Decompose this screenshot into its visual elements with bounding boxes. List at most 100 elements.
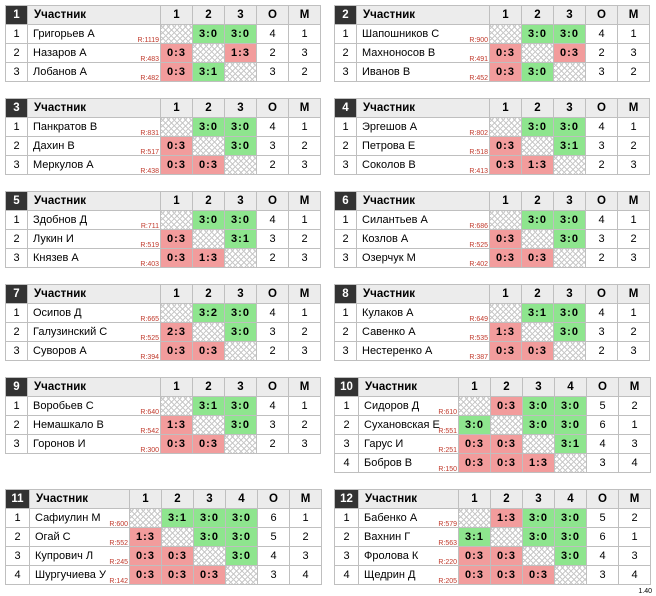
rating-label: R:600 (109, 521, 128, 528)
participant-cell[interactable]: Здобнов Д R:711 (27, 210, 161, 230)
row-number: 2 (5, 229, 28, 249)
participant-name: Лукин И (33, 233, 74, 245)
participant-cell[interactable]: Эргешов А R:802 (356, 117, 490, 137)
participant-row: 3 Соколов В R:413 0:3 1:3 2 3 (334, 155, 650, 175)
match-loss-cell: 0:3 (129, 565, 162, 585)
self-match-cell (160, 117, 193, 137)
place-cell: 1 (617, 303, 650, 323)
participant-cell[interactable]: Князев А R:403 (27, 248, 161, 268)
self-match-cell (224, 155, 257, 175)
participant-cell[interactable]: Петрова Е R:518 (356, 136, 490, 156)
participant-cell[interactable]: Осипов Д R:665 (27, 303, 161, 323)
participant-cell[interactable]: Назаров А R:483 (27, 43, 161, 63)
match-loss-cell: 1:3 (129, 527, 162, 547)
participant-cell[interactable]: Шургучиева У R:142 (29, 565, 130, 585)
participant-cell[interactable]: Купрович Л R:245 (29, 546, 130, 566)
participant-cell[interactable]: Озерчук М R:402 (356, 248, 490, 268)
participant-cell[interactable]: Сидоров Д R:610 (358, 396, 459, 416)
participant-name: Огай С (35, 531, 71, 543)
participant-cell[interactable]: Воробьев С R:640 (27, 396, 161, 416)
participant-cell[interactable]: Иванов В R:452 (356, 62, 490, 82)
row-number: 3 (334, 155, 357, 175)
rating-label: R:610 (438, 409, 457, 416)
match-win-cell: 3:2 (192, 303, 225, 323)
participant-name: Савенко А (362, 326, 416, 338)
match-win-cell: 3:0 (553, 117, 586, 137)
participant-cell[interactable]: Дахин В R:517 (27, 136, 161, 156)
column-header: 2 (161, 489, 194, 509)
match-win-cell: 3:0 (224, 24, 257, 44)
participant-row: 2 Козлов А R:525 0:3 3:0 3 2 (334, 229, 650, 249)
participant-cell[interactable]: Бабенко А R:579 (358, 508, 459, 528)
participant-row: 1 Сидоров Д R:610 0:3 3:0 3:0 5 2 (334, 396, 651, 416)
participant-row: 2 Савенко А R:535 1:3 3:0 3 2 (334, 322, 650, 342)
participant-row: 4 Бобров В R:150 0:3 0:3 1:3 3 4 (334, 453, 651, 473)
participant-cell[interactable]: Савенко А R:535 (356, 322, 490, 342)
participant-cell[interactable]: Галузинский С R:525 (27, 322, 161, 342)
rating-label: R:482 (140, 75, 159, 82)
place-cell: 3 (617, 248, 650, 268)
match-loss-cell: 0:3 (489, 62, 522, 82)
rating-label: R:403 (140, 261, 159, 268)
participant-row: 1 Эргешов А R:802 3:0 3:0 4 1 (334, 117, 650, 137)
participant-cell[interactable]: Горонов И R:300 (27, 434, 161, 454)
participant-cell[interactable]: Панкратов В R:831 (27, 117, 161, 137)
participant-cell[interactable]: Щедрин Д R:205 (358, 565, 459, 585)
participant-cell[interactable]: Нестеренко А R:387 (356, 341, 490, 361)
participant-cell[interactable]: Соколов В R:413 (356, 155, 490, 175)
participant-row: 3 Гарус И R:251 0:3 0:3 3:1 4 3 (334, 434, 651, 454)
participant-cell[interactable]: Махноносов В R:491 (356, 43, 490, 63)
points-cell: 6 (586, 527, 619, 547)
column-header: М (288, 284, 321, 304)
column-header: 3 (224, 377, 257, 397)
match-loss-cell: 0:3 (160, 62, 193, 82)
participant-cell[interactable]: Меркулов А R:438 (27, 155, 161, 175)
points-cell: 3 (585, 229, 618, 249)
participant-header: Участник (27, 191, 161, 211)
rating-label: R:438 (140, 168, 159, 175)
match-win-cell: 3:0 (193, 508, 226, 528)
group-table: 2 Участник 1 2 3 О М 1 Шапошников С R:900 3:0 3:0 4 1… (334, 5, 650, 82)
self-match-cell (160, 210, 193, 230)
self-match-cell (521, 322, 554, 342)
column-header: 1 (129, 489, 162, 509)
participant-cell[interactable]: Сафиулин М R:600 (29, 508, 130, 528)
rating-label: R:245 (109, 559, 128, 566)
participant-cell[interactable]: Фролова К R:220 (358, 546, 459, 566)
participant-name: Соколов В (362, 159, 416, 171)
participant-cell[interactable]: Сухановская Е R:551 (358, 415, 459, 435)
points-cell: 3 (256, 229, 289, 249)
place-cell: 4 (618, 565, 651, 585)
points-cell: 3 (585, 62, 618, 82)
match-win-cell: 3:0 (553, 322, 586, 342)
participant-cell[interactable]: Шапошников С R:900 (356, 24, 490, 44)
rating-label: R:518 (469, 149, 488, 156)
participant-row: 1 Осипов Д R:665 3:2 3:0 4 1 (5, 303, 321, 323)
participant-name: Лобанов А (33, 66, 87, 78)
participant-name: Воробьев С (33, 400, 94, 412)
participant-cell[interactable]: Козлов А R:525 (356, 229, 490, 249)
self-match-cell (553, 155, 586, 175)
match-win-cell: 3:0 (193, 527, 226, 547)
participant-cell[interactable]: Вахнин Г R:563 (358, 527, 459, 547)
participant-cell[interactable]: Лобанов А R:482 (27, 62, 161, 82)
column-header: 3 (553, 191, 586, 211)
match-win-cell: 3:0 (225, 527, 258, 547)
participant-cell[interactable]: Гарус И R:251 (358, 434, 459, 454)
participant-cell[interactable]: Григорьев А R:1119 (27, 24, 161, 44)
match-win-cell: 3:0 (192, 24, 225, 44)
participant-cell[interactable]: Огай С R:552 (29, 527, 130, 547)
participant-cell[interactable]: Силантьев А R:686 (356, 210, 490, 230)
participant-cell[interactable]: Лукин И R:519 (27, 229, 161, 249)
participant-cell[interactable]: Немашкало В R:542 (27, 415, 161, 435)
match-loss-cell: 0:3 (489, 229, 522, 249)
column-header: 1 (160, 5, 193, 25)
points-cell: 3 (585, 136, 618, 156)
match-win-cell: 3:0 (522, 396, 555, 416)
participant-cell[interactable]: Кулаков А R:649 (356, 303, 490, 323)
participant-row: 2 Сухановская Е R:551 3:0 3:0 3:0 6 1 (334, 415, 651, 435)
participant-cell[interactable]: Бобров В R:150 (358, 453, 459, 473)
points-cell: 2 (585, 341, 618, 361)
participant-cell[interactable]: Суворов А R:394 (27, 341, 161, 361)
match-loss-cell: 0:3 (161, 546, 194, 566)
